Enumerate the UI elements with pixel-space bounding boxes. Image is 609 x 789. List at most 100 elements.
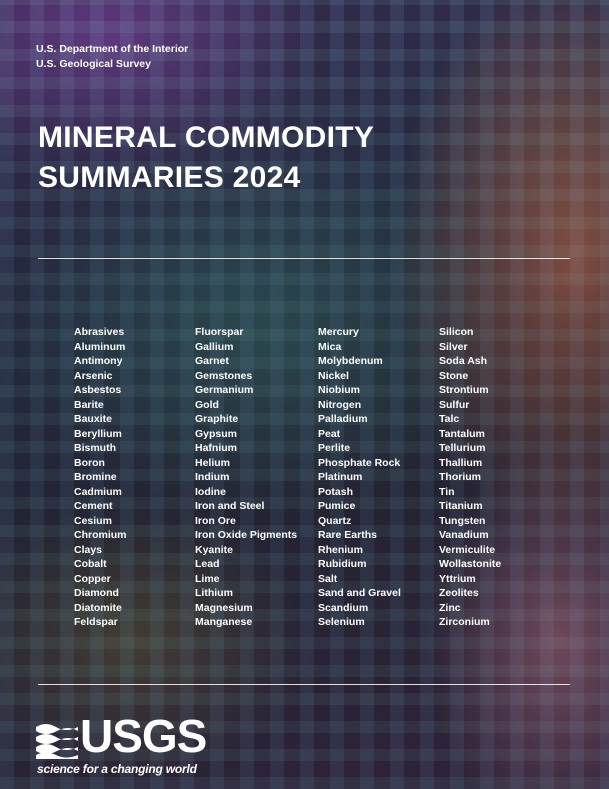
commodity-item: Clays <box>74 543 103 556</box>
commodity-item: Phosphate Rock <box>318 456 401 469</box>
commodity-item: Bauxite <box>74 413 112 425</box>
commodity-item: Cadmium <box>74 485 122 498</box>
commodity-item: Indium <box>195 471 230 483</box>
commodity-item: Iron and Steel <box>195 500 265 512</box>
commodity-item: Rubidium <box>318 558 367 570</box>
commodity-item: Lead <box>195 558 220 570</box>
commodity-item: Nickel <box>318 369 349 382</box>
department-name: U.S. Department of the Interior <box>36 43 189 55</box>
commodity-item: Zinc <box>439 601 461 614</box>
commodity-item: Potash <box>318 485 354 498</box>
commodity-item: Silicon <box>439 326 474 338</box>
commodity-item: Quartz <box>318 514 352 527</box>
commodity-item: Hafnium <box>195 442 237 454</box>
commodity-list-column-1: Abrasives Aluminum Antimony Arsenic Asbestos… <box>74 325 127 630</box>
commodity-item: Manganese <box>195 616 253 628</box>
commodity-item: Molybdenum <box>318 355 383 367</box>
title-line-2: SUMMARIES 2024 <box>38 161 301 194</box>
survey-name: U.S. Geological Survey <box>36 58 151 70</box>
commodity-item: Tungsten <box>439 514 486 527</box>
commodity-item: Aluminum <box>74 340 126 353</box>
commodity-item: Gypsum <box>195 427 238 440</box>
commodity-item: Sand and Gravel <box>318 587 401 599</box>
commodity-item: Helium <box>195 456 231 469</box>
commodity-item: Cement <box>74 500 113 512</box>
commodity-item: Tantalum <box>439 427 485 440</box>
commodity-item: Chromium <box>74 529 127 541</box>
commodity-item: Titanium <box>439 500 483 512</box>
commodity-item: Gemstones <box>195 369 253 382</box>
commodity-item: Tin <box>439 485 455 498</box>
commodity-item: Thallium <box>439 456 483 469</box>
commodity-item: Vermiculite <box>439 543 496 556</box>
commodity-item: Copper <box>74 572 111 585</box>
commodity-list-column-2: Fluorspar Gallium Garnet Gemstones Germanium… <box>195 325 297 630</box>
commodity-item: Gold <box>195 398 219 411</box>
commodity-item: Tellurium <box>439 442 486 454</box>
commodity-list-column-4: Silicon Silver Soda Ash Stone Strontium Sulfu… <box>439 325 501 630</box>
commodity-item: Antimony <box>74 355 123 367</box>
commodity-item: Sulfur <box>439 398 470 411</box>
commodity-item: Diamond <box>74 587 119 599</box>
commodity-item: Germanium <box>195 384 254 396</box>
commodity-item: Lithium <box>195 587 233 599</box>
commodity-item: Arsenic <box>74 369 113 382</box>
title-line-1: MINERAL COMMODITY <box>38 121 375 154</box>
commodity-item: Abrasives <box>74 326 125 338</box>
commodity-item: Diatomite <box>74 601 122 614</box>
agency-block: U.S. Department of the Interior U.S. Geo… <box>36 42 188 72</box>
commodity-item: Lime <box>195 572 220 585</box>
usgs-wordmark: USGS <box>80 710 207 762</box>
commodity-item: Silver <box>439 340 468 353</box>
commodity-item: Soda Ash <box>439 355 488 367</box>
commodity-item: Rhenium <box>318 543 363 556</box>
commodity-item: Asbestos <box>74 384 122 396</box>
commodity-item: Scandium <box>318 601 369 614</box>
commodity-item: Mercury <box>318 326 359 338</box>
commodity-item: Zeolites <box>439 587 479 599</box>
commodity-item: Iron Ore <box>195 514 236 527</box>
top-divider <box>38 258 570 259</box>
commodity-item: Stone <box>439 369 469 382</box>
page-title: MINERAL COMMODITY SUMMARIES 2024 <box>38 118 374 198</box>
commodity-item: Mica <box>318 340 342 353</box>
commodity-item: Yttrium <box>439 572 476 585</box>
commodity-item: Perlite <box>318 442 351 454</box>
commodity-item: Cobalt <box>74 558 107 570</box>
commodity-item: Strontium <box>439 384 489 396</box>
commodity-item: Nitrogen <box>318 398 362 411</box>
commodity-item: Wollastonite <box>439 558 502 570</box>
commodity-item: Garnet <box>195 355 229 367</box>
commodity-item: Zirconium <box>439 616 490 628</box>
commodity-item: Rare Earths <box>318 529 377 541</box>
bottom-divider <box>38 684 570 685</box>
commodity-item: Fluorspar <box>195 326 244 338</box>
commodity-item: Kyanite <box>195 543 233 556</box>
commodity-list-column-3: Mercury Mica Molybdenum Nickel Niobium Nitrog… <box>318 325 401 630</box>
commodity-item: Boron <box>74 456 105 469</box>
commodity-item: Beryllium <box>74 427 122 440</box>
commodity-item: Talc <box>439 413 460 425</box>
commodity-item: Barite <box>74 398 104 411</box>
commodity-item: Platinum <box>318 471 363 483</box>
commodity-item: Iron Oxide Pigments <box>195 529 298 541</box>
commodity-item: Peat <box>318 427 341 440</box>
commodity-item: Pumice <box>318 500 356 512</box>
commodity-item: Cesium <box>74 514 112 527</box>
commodity-item: Palladium <box>318 413 368 425</box>
commodity-item: Iodine <box>195 485 226 498</box>
commodity-item: Salt <box>318 572 338 585</box>
commodity-item: Thorium <box>439 471 481 483</box>
commodity-item: Bismuth <box>74 442 116 454</box>
commodity-item: Magnesium <box>195 601 253 614</box>
usgs-wave-icon <box>36 724 78 759</box>
commodity-item: Niobium <box>318 384 360 396</box>
commodity-item: Graphite <box>195 413 239 425</box>
commodity-item: Feldspar <box>74 616 118 628</box>
commodity-item: Bromine <box>74 471 117 483</box>
commodity-item: Vanadium <box>439 529 489 541</box>
commodity-item: Gallium <box>195 340 234 353</box>
usgs-tagline: science for a changing world <box>37 762 197 776</box>
commodity-item: Selenium <box>318 616 365 628</box>
